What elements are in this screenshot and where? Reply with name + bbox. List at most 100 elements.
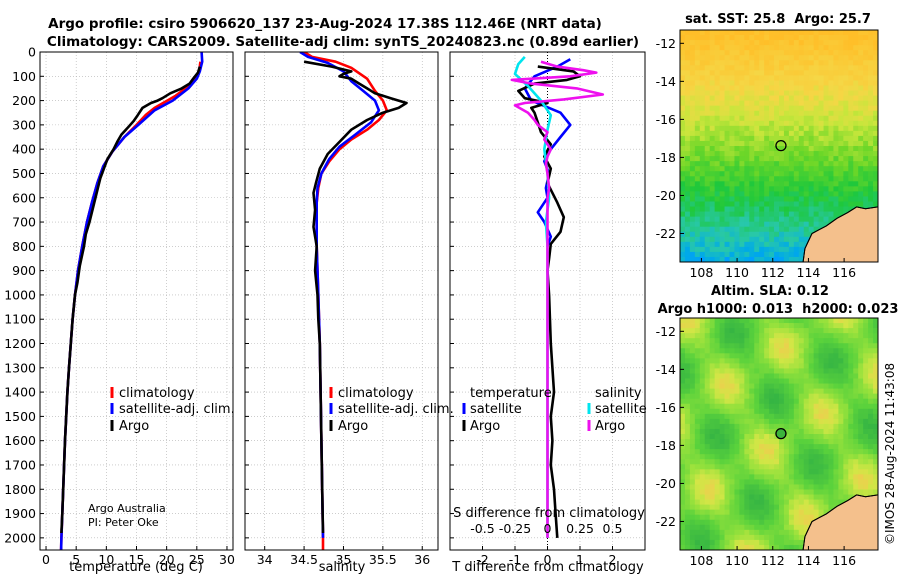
map-cell — [788, 403, 795, 410]
map-cell — [769, 85, 775, 91]
map-cell — [680, 428, 686, 435]
map-cell — [803, 50, 810, 56]
map-cell — [709, 353, 716, 359]
map-cell — [843, 439, 849, 445]
map-cell — [779, 251, 785, 258]
map-cell — [739, 151, 745, 157]
map-cell — [749, 504, 755, 511]
map-cell — [828, 90, 834, 96]
map-cell — [734, 358, 740, 364]
map-cell — [724, 353, 730, 359]
map-cell — [803, 519, 810, 526]
map-cell — [764, 524, 770, 531]
map-cell — [689, 50, 696, 56]
map-cell — [798, 408, 805, 415]
map-cell — [694, 474, 701, 480]
map-cell — [803, 464, 810, 470]
map-cell — [694, 383, 701, 390]
map-cell — [699, 256, 706, 262]
map-cell — [764, 514, 770, 521]
map-cell — [759, 90, 765, 96]
map-cell — [868, 80, 874, 86]
map-cell — [709, 30, 716, 36]
map-cell — [779, 241, 785, 248]
map-cell — [813, 176, 819, 182]
map-cell — [724, 454, 730, 460]
x-tick-label: 35.5 — [369, 552, 397, 567]
map-cell — [838, 171, 844, 177]
map-cell — [680, 434, 686, 440]
map-cell — [843, 206, 849, 212]
map-cell — [699, 403, 706, 410]
map-cell — [863, 176, 869, 182]
map-cell — [719, 534, 725, 541]
map-cell — [838, 176, 844, 182]
map-cell — [783, 211, 790, 218]
map-cell — [739, 479, 745, 485]
map-cell — [813, 459, 819, 465]
map-cell — [709, 70, 716, 76]
map-cell — [858, 115, 864, 122]
map-cell — [749, 529, 755, 536]
map-cell — [734, 524, 740, 531]
map-cell — [714, 60, 720, 66]
map-cell — [729, 105, 735, 112]
map-cell — [788, 534, 795, 541]
map-x-tick-label: 112 — [761, 553, 785, 568]
map-cell — [734, 90, 740, 96]
map-cell — [853, 35, 859, 41]
map-cell — [694, 434, 701, 440]
map-cell — [739, 181, 745, 187]
map-cell — [759, 363, 765, 369]
map-cell — [848, 333, 854, 339]
map-cell — [719, 383, 725, 390]
map-cell — [818, 418, 824, 425]
map-cell — [848, 338, 854, 344]
map-cell — [709, 115, 716, 122]
map-cell — [813, 130, 819, 137]
map-cell — [734, 343, 740, 349]
map-cell — [823, 125, 829, 132]
map-cell — [833, 353, 839, 359]
map-cell — [764, 105, 770, 112]
map-cell — [783, 383, 790, 390]
map-cell — [793, 246, 800, 253]
map-cell — [724, 519, 730, 526]
map-cell — [744, 75, 750, 81]
map-cell — [853, 348, 859, 354]
map-cell — [779, 35, 785, 41]
map-cell — [779, 211, 785, 218]
map-cell — [813, 151, 819, 157]
map-cell — [749, 120, 755, 127]
map-cell — [808, 413, 815, 420]
map-cell — [764, 469, 770, 475]
map-cell — [714, 494, 720, 500]
map-cell — [828, 398, 834, 405]
map-cell — [858, 363, 864, 369]
map-cell — [759, 454, 765, 460]
map-cell — [813, 383, 819, 390]
map-cell — [828, 161, 834, 167]
map-cell — [823, 90, 829, 96]
map-cell — [759, 176, 765, 182]
map-cell — [764, 115, 770, 122]
map-cell — [759, 418, 765, 425]
map-cell — [813, 221, 819, 228]
map-cell — [843, 323, 849, 329]
map-cell — [873, 459, 878, 465]
y-tick-label: 1000 — [4, 287, 36, 302]
map-cell — [739, 186, 745, 192]
map-cell — [724, 176, 730, 182]
map-cell — [813, 115, 819, 122]
map-cell — [719, 55, 725, 61]
map-cell — [764, 413, 770, 420]
map-cell — [853, 85, 859, 91]
map-cell — [828, 474, 834, 480]
map-cell — [749, 256, 755, 262]
map-cell — [699, 494, 706, 500]
map-cell — [813, 181, 819, 187]
map-cell — [848, 181, 854, 187]
map-cell — [754, 201, 760, 207]
map-cell — [769, 110, 775, 117]
map-cell — [694, 423, 701, 430]
